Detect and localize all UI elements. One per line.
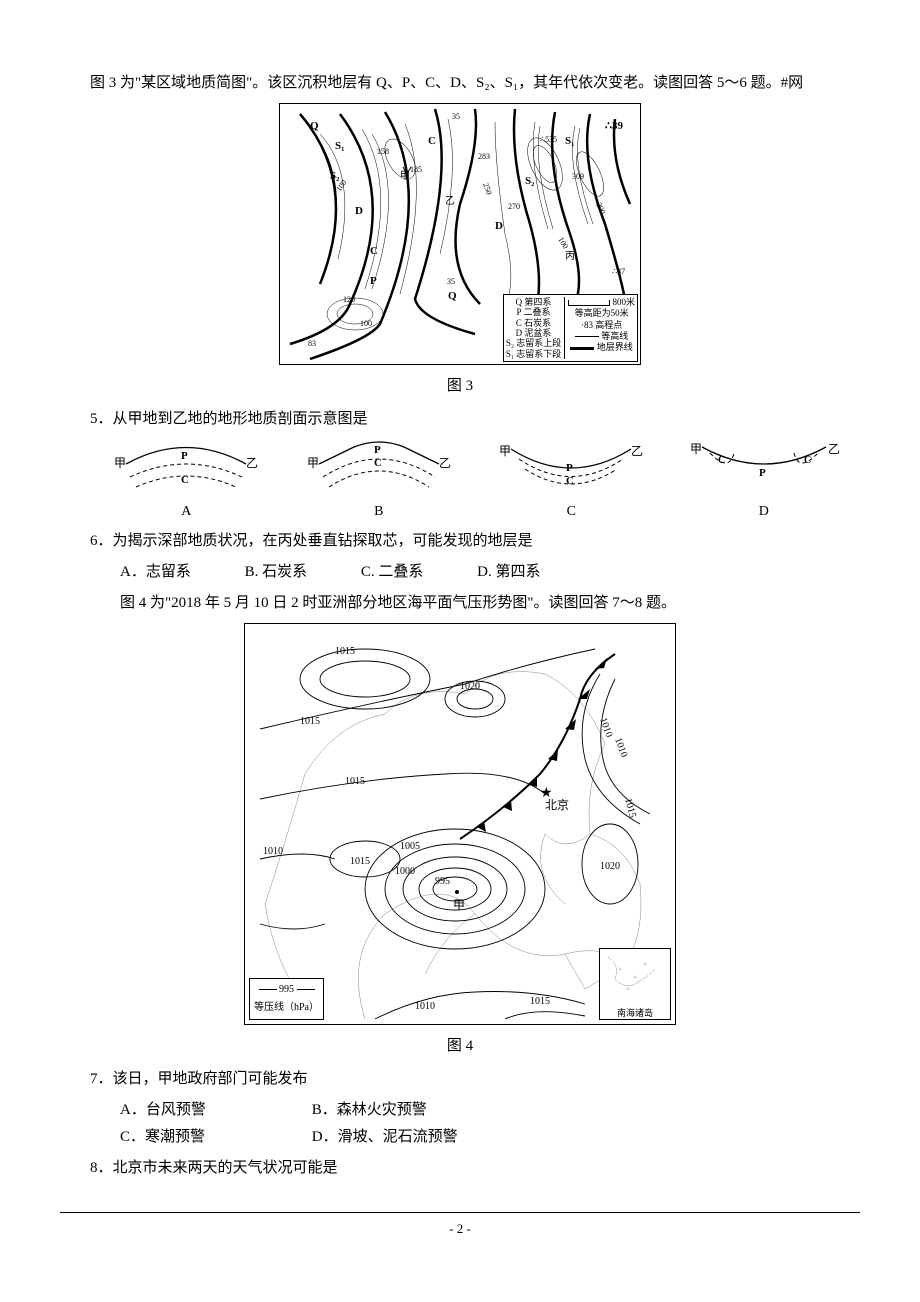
svg-text:P: P [759,467,766,479]
svg-text:∴37: ∴37 [612,267,625,276]
svg-text:P: P [566,462,573,474]
q7-stem: 7．该日，甲地政府部门可能发布 [90,1066,860,1093]
svg-text:250: 250 [481,182,494,196]
figure-3: Q S₁ D S₂ C P C Q D S₂ S₁ ∴39 甲 乙 丙 35 [60,103,860,400]
q5-stem: 5．从甲地到乙地的地形地质剖面示意图是 [90,406,860,433]
fig4-legend: 995 等压线（hPa） [249,978,324,1020]
svg-text:甲: 甲 [499,444,511,458]
svg-text:1020: 1020 [600,861,620,872]
svg-text:200: 200 [594,201,607,216]
svg-text:1010: 1010 [612,736,629,759]
svg-text:D: D [355,205,363,217]
svg-text:C: C [718,455,725,466]
svg-text:1020: 1020 [460,681,480,692]
svg-text:270: 270 [508,202,520,211]
q7-options-row1: A．台风预警 B．森林火灾预警 [120,1097,860,1124]
fig4-caption: 图 4 [60,1033,860,1060]
svg-text:995: 995 [435,876,450,887]
q7-opt-c[interactable]: C．寒潮预警 [120,1124,280,1151]
svg-text:C: C [428,135,436,147]
svg-text:C: C [374,457,382,469]
svg-text:35: 35 [447,277,455,286]
svg-text:309: 309 [572,172,584,181]
svg-text:乙: 乙 [631,444,643,458]
svg-text:乙: 乙 [828,442,840,456]
svg-text:P: P [374,444,381,456]
q5-opt-d[interactable]: 甲 乙 C C P D [684,439,844,524]
svg-text:1010: 1010 [415,1001,435,1012]
q6-opt-d[interactable]: D. 第四系 [477,559,540,586]
svg-text:S₁: S₁ [335,140,344,152]
svg-text:∴39: ∴39 [605,120,623,132]
svg-text:1000: 1000 [395,866,415,877]
svg-text:乙: 乙 [439,456,451,470]
svg-text:C: C [181,474,189,486]
fig3-legend: Q 第四系 P 二叠系 C 石炭系 D 泥盆系 S₂ 志留系上段 S₁ 志留系下… [503,294,638,362]
q5-opt-c[interactable]: 甲 乙 P C C [491,439,651,524]
svg-text:Q: Q [448,290,457,302]
svg-text:35: 35 [452,112,460,121]
svg-text:P: P [370,275,377,287]
q7-opt-d[interactable]: D．滑坡、泥石流预警 [312,1124,458,1151]
intro-fig3: 图 3 为"某区域地质简图"。该区沉积地层有 Q、P、C、D、S₂、S₁，其年代… [60,70,860,97]
svg-text:158: 158 [377,147,389,156]
q7-opt-a[interactable]: A．台风预警 [120,1097,280,1124]
svg-text:Q: Q [310,120,319,132]
q5-options-row: 甲 乙 P C A 甲 乙 P C B 甲 乙 P C [90,439,860,524]
svg-text:1010: 1010 [597,716,614,739]
svg-text:甲: 甲 [307,456,319,470]
q6-stem: 6．为揭示深部地质状况，在丙处垂直钻探取芯，可能发现的地层是 [90,528,860,555]
svg-text:283: 283 [478,152,490,161]
page-footer: - 2 - [60,1212,860,1240]
svg-text:100: 100 [556,236,570,251]
svg-text:甲: 甲 [690,442,702,456]
svg-text:丙: 丙 [565,251,575,262]
svg-text:1010: 1010 [263,846,283,857]
svg-text:D: D [495,220,503,232]
svg-text:乙: 乙 [246,456,258,470]
svg-text:甲: 甲 [453,898,465,912]
fig4-inset: 南海诸岛 [599,948,671,1020]
svg-text:1015: 1015 [345,776,365,787]
q5-opt-b[interactable]: 甲 乙 P C B [299,439,459,524]
svg-text:120: 120 [343,295,355,304]
svg-text:C: C [566,475,574,487]
q6-options: A．志留系 B. 石炭系 C. 二叠系 D. 第四系 [120,559,860,586]
figure-4: 1015 1015 1020 1010 1015 1010 1015 1005 … [60,623,860,1060]
svg-text:C: C [370,245,378,257]
q6-opt-c[interactable]: C. 二叠系 [361,559,424,586]
svg-text:★: ★ [540,786,553,801]
svg-text:1015: 1015 [300,716,320,727]
q8-stem: 8．北京市未来两天的天气状况可能是 [90,1155,860,1182]
svg-text:乙: 乙 [445,195,455,207]
q6-opt-b[interactable]: B. 石炭系 [245,559,308,586]
fig3-caption: 图 3 [60,373,860,400]
svg-text:∴535: ∴535 [540,135,557,144]
q6-opt-a[interactable]: A．志留系 [120,559,191,586]
svg-text:甲: 甲 [114,456,126,470]
q5-opt-a[interactable]: 甲 乙 P C A [106,439,266,524]
svg-text:甲: 甲 [400,171,410,182]
svg-text:100: 100 [360,319,372,328]
svg-text:1015: 1015 [350,856,370,867]
q7-options-row2: C．寒潮预警 D．滑坡、泥石流预警 [120,1124,860,1151]
svg-text:1015: 1015 [622,797,638,819]
svg-text:S₁: S₁ [565,135,574,147]
svg-text:1015: 1015 [335,646,355,657]
svg-text:C: C [804,455,811,466]
svg-text:S₂: S₂ [525,175,535,187]
q7-opt-b[interactable]: B．森林火灾预警 [312,1097,427,1124]
svg-text:1005: 1005 [400,841,420,852]
svg-text:185: 185 [410,165,422,174]
svg-text:83: 83 [308,339,316,348]
svg-text:1015: 1015 [530,996,550,1007]
svg-text:P: P [181,450,188,462]
intro-fig4: 图 4 为"2018 年 5 月 10 日 2 时亚洲部分地区海平面气压形势图"… [90,590,860,617]
